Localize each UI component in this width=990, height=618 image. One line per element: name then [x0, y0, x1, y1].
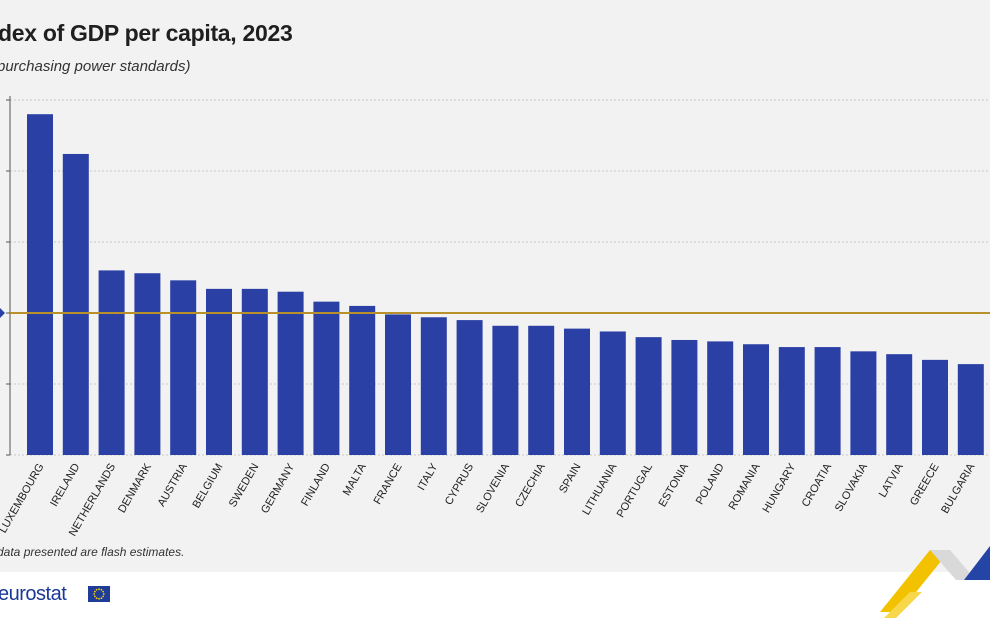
x-tick-label: CZECHIA [513, 461, 548, 509]
x-tick-label: DENMARK [116, 461, 154, 515]
reference-line-group [0, 308, 990, 318]
x-tick-label: GERMANY [259, 461, 298, 516]
x-tick-label: IRELAND [48, 461, 82, 508]
bar-slovenia [492, 325, 519, 455]
chart-subtitle: purchasing power standards) [0, 58, 191, 75]
bar-cyprus [456, 320, 483, 455]
reference-marker-icon [0, 308, 5, 318]
x-tick-label: ROMANIA [727, 461, 763, 512]
bars [27, 114, 984, 455]
bar-lithuania [599, 331, 626, 455]
bar-sweden [241, 288, 268, 455]
bar-denmark [134, 273, 161, 455]
bar-hungary [778, 347, 805, 455]
bar-estonia [671, 339, 698, 455]
bar-belgium [206, 288, 232, 455]
eu-flag-icon [88, 586, 110, 602]
x-tick-label: AUSTRIA [156, 461, 191, 509]
x-tick-label: LITHUANIA [580, 461, 619, 517]
bar-germany [277, 291, 304, 455]
bar-france [385, 314, 411, 455]
x-tick-label: LATVIA [877, 461, 906, 500]
x-tick-label: HUNGARY [761, 461, 799, 515]
footnote: data presented are flash estimates. [0, 545, 185, 559]
bar-spain [564, 328, 590, 455]
bar-finland [313, 301, 340, 455]
bar-slovakia [850, 351, 877, 455]
x-tick-label: BELGIUM [190, 462, 225, 511]
corner-decoration [880, 546, 990, 618]
bar-malta [349, 305, 376, 455]
x-tick-label: MALTA [341, 461, 369, 498]
x-tick-label: CYPRUS [443, 461, 476, 507]
bar-greece [922, 359, 948, 455]
x-tick-label: FRANCE [372, 462, 405, 507]
x-tick-label: SWEDEN [227, 461, 262, 509]
x-tick-label: ITALY [416, 461, 441, 493]
bar-czechia [528, 325, 555, 455]
bar-portugal [635, 337, 662, 455]
eurostat-logo: eurostat [0, 583, 67, 605]
chart-title: dex of GDP per capita, 2023 [0, 20, 293, 46]
bar-netherlands [98, 270, 125, 455]
x-tick-label: LUXEMBOURG [0, 462, 47, 536]
x-tick-label: SLOVAKIA [833, 461, 871, 514]
bar-bulgaria [957, 364, 984, 455]
bar-latvia [886, 354, 913, 455]
x-tick-label: BULGARIA [939, 461, 978, 516]
x-tick-label: GREECE [908, 462, 942, 508]
x-tick-label: ESTONIA [657, 461, 692, 509]
x-tick-label: SLOVENIA [474, 461, 512, 515]
bar-ireland [62, 153, 89, 455]
bar-austria [170, 280, 197, 455]
x-tick-label: CROATIA [800, 461, 835, 509]
bar-luxembourg [27, 114, 53, 455]
bar-croatia [814, 347, 841, 455]
bar-italy [420, 317, 447, 455]
bar-poland [707, 341, 734, 455]
x-tick-label: PORTUGAL [615, 462, 656, 520]
x-tick-label: POLAND [694, 461, 727, 506]
bar-romania [743, 344, 769, 455]
x-tick-label: FINLAND [299, 461, 333, 508]
footer: eurostat [0, 572, 990, 618]
x-tick-label: SPAIN [557, 461, 584, 495]
